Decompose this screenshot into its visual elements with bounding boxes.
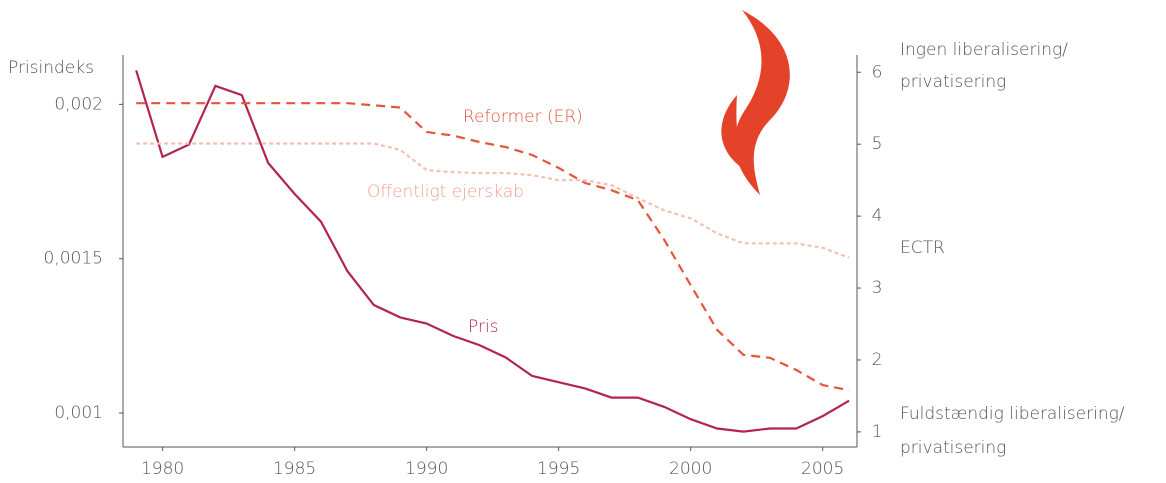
y2-tick-label: 2 bbox=[872, 350, 883, 370]
y2-axis-label: ECTR bbox=[900, 238, 945, 258]
y2-tick-label: 3 bbox=[872, 278, 883, 298]
y-tick-label: 0,0015 bbox=[44, 249, 103, 269]
x-tick-label: 1990 bbox=[405, 459, 448, 479]
annotation: privatisering bbox=[900, 438, 1006, 458]
y-axis-label: Prisindeks bbox=[8, 58, 94, 78]
annotation: Fuldstændig liberalisering/ bbox=[900, 404, 1125, 424]
y-tick-label: 0,002 bbox=[54, 94, 103, 114]
y2-tick-label: 1 bbox=[872, 422, 883, 442]
x-tick-label: 2005 bbox=[801, 459, 844, 479]
series-line bbox=[136, 142, 850, 259]
series-line bbox=[136, 102, 850, 392]
y2-tick-label: 4 bbox=[872, 206, 883, 226]
logo bbox=[721, 10, 790, 195]
x-tick-label: 1995 bbox=[537, 459, 580, 479]
annotation: Ingen liberalisering/ bbox=[900, 40, 1068, 60]
series-label: Offentligt ejerskab bbox=[367, 182, 524, 202]
x-tick-label: 2000 bbox=[669, 459, 712, 479]
y-tick-label: 0,001 bbox=[54, 403, 103, 423]
series-label: Reformer (ER) bbox=[463, 107, 583, 127]
y2-tick-label: 5 bbox=[872, 134, 883, 154]
y2-tick-label: 6 bbox=[872, 62, 883, 82]
x-tick-label: 1985 bbox=[273, 459, 316, 479]
series-line bbox=[135, 70, 850, 433]
x-tick-label: 1980 bbox=[141, 459, 184, 479]
annotation: privatisering bbox=[900, 72, 1006, 92]
series-label: Pris bbox=[468, 317, 499, 337]
